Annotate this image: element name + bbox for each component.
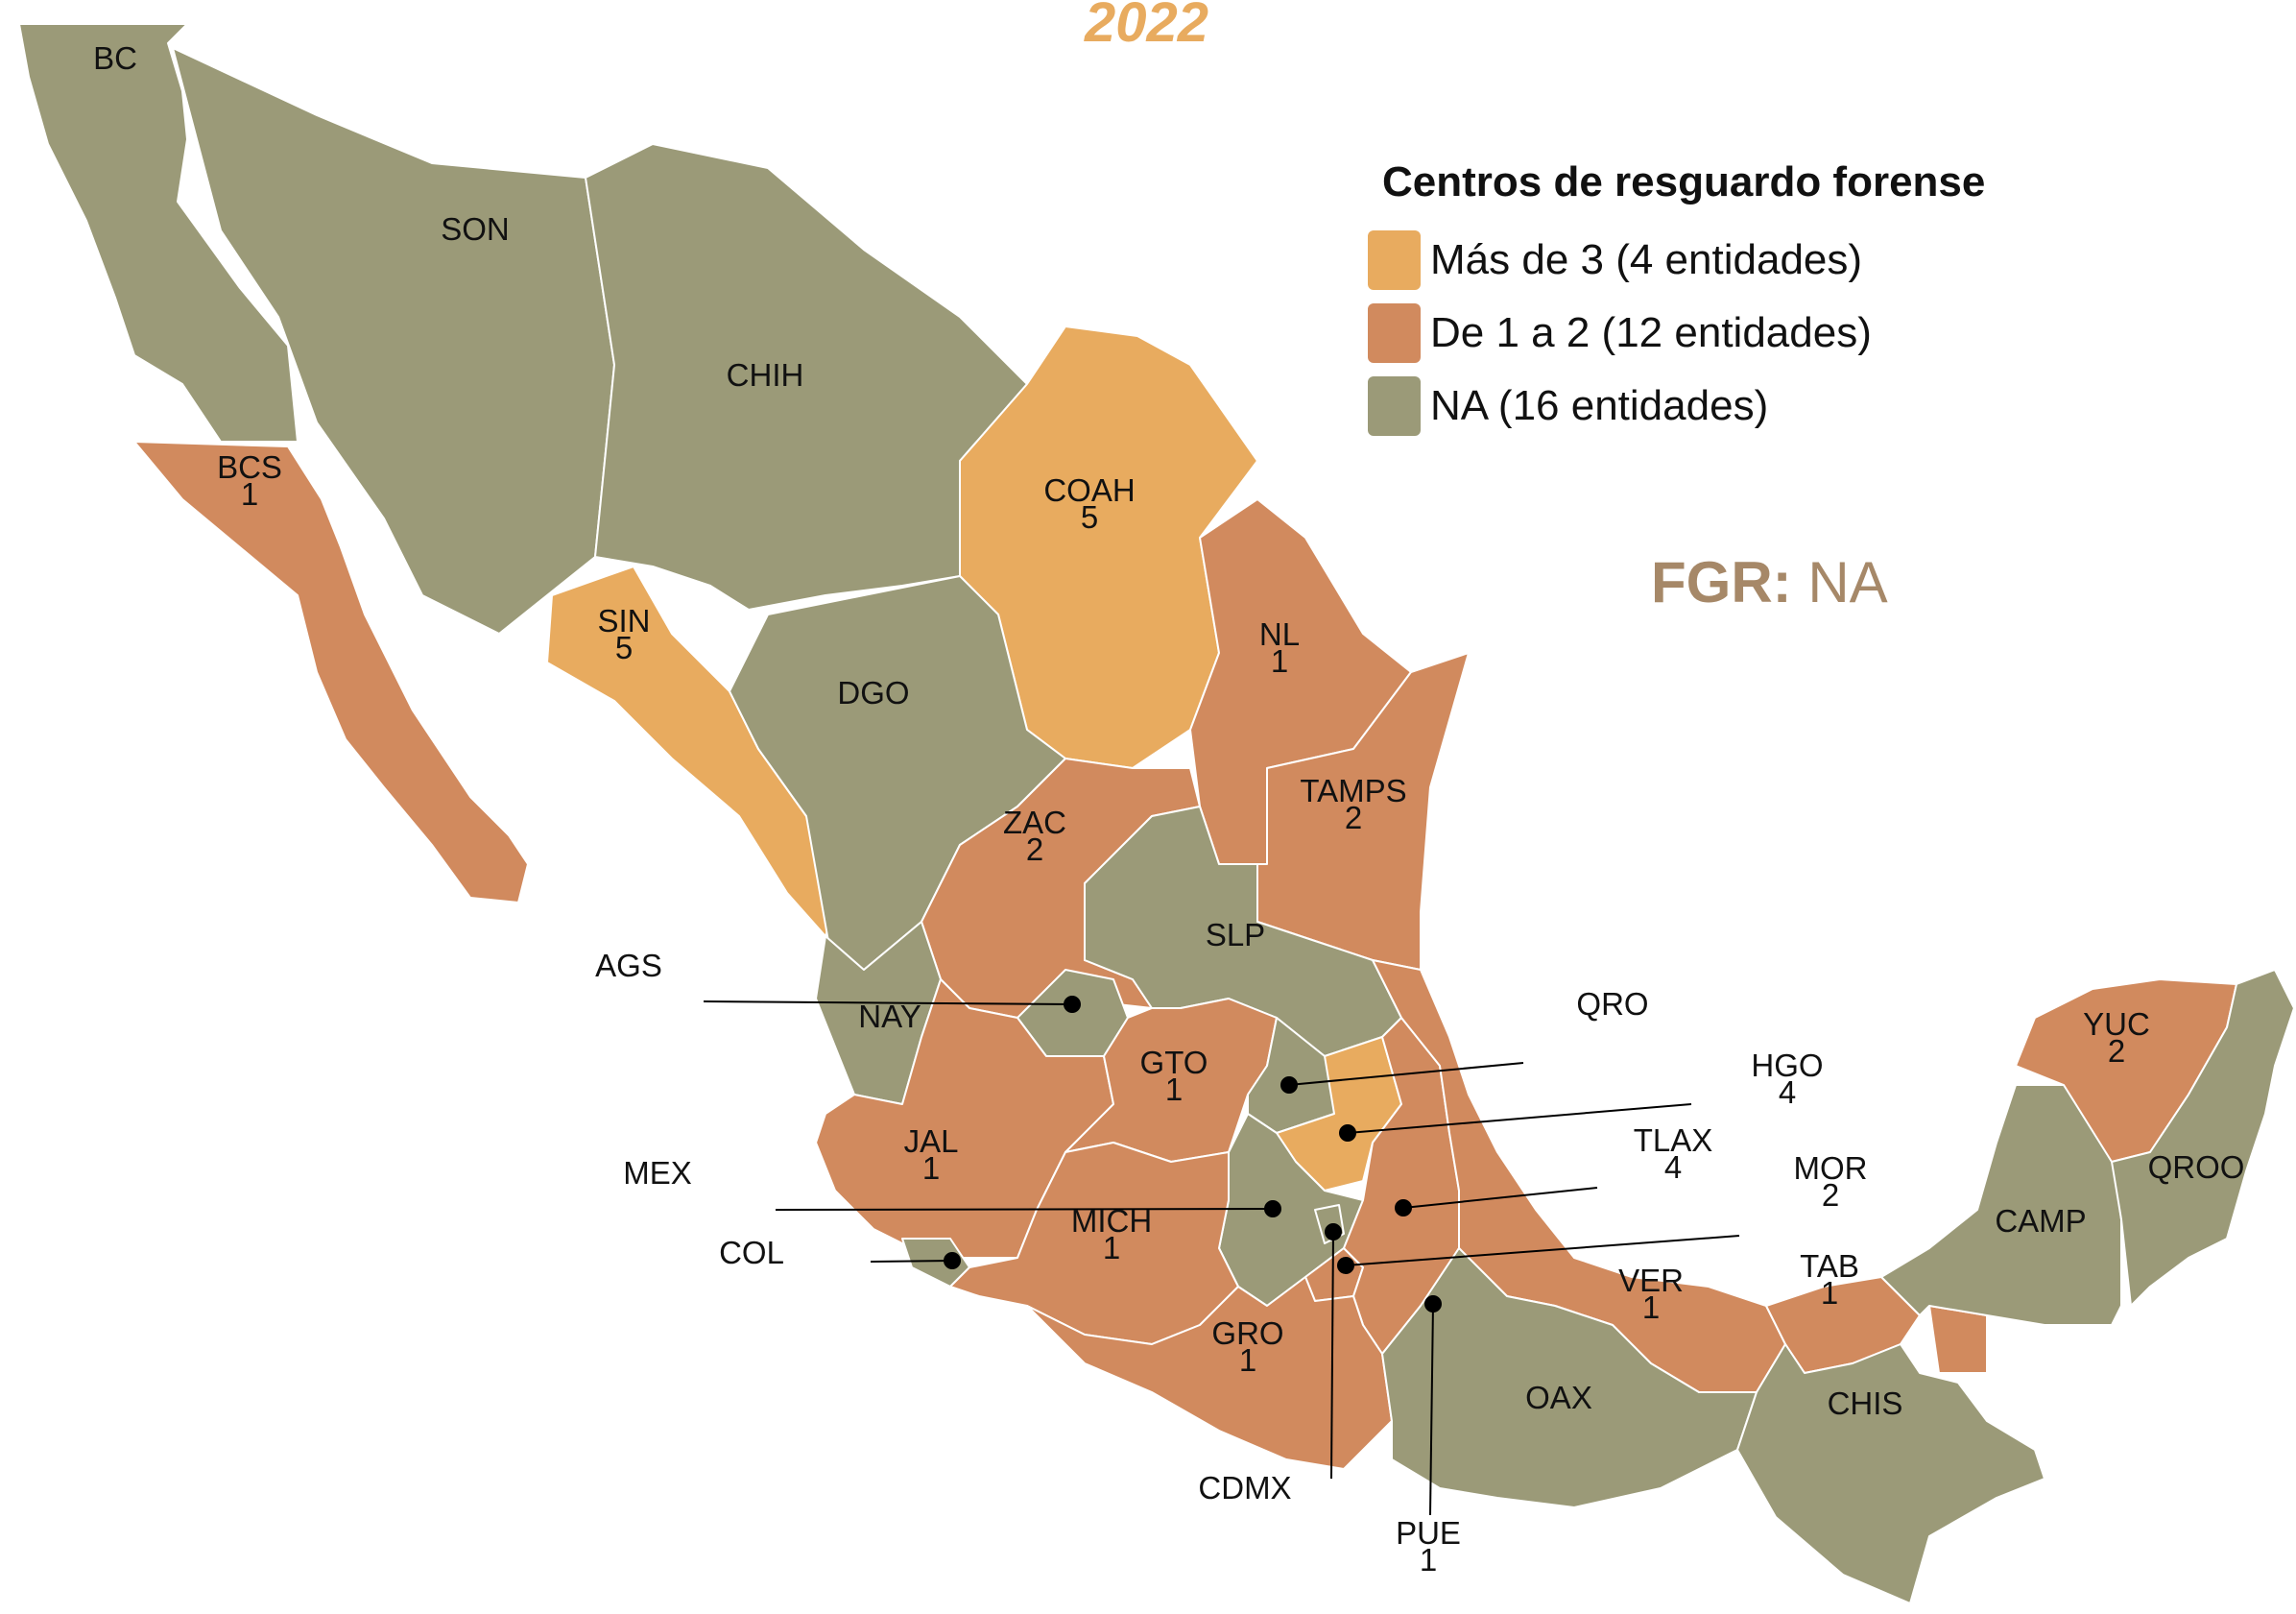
state-label-gto: GTO xyxy=(1140,1045,1208,1080)
state-count-ver: 1 xyxy=(1642,1289,1660,1325)
tlax-marker xyxy=(1395,1199,1412,1217)
state-bcs[interactable] xyxy=(133,441,529,903)
legend-label-high: Más de 3 (4 entidades) xyxy=(1430,236,1863,283)
state-label-tamps: TAMPS xyxy=(1300,773,1406,808)
legend-item-high: Más de 3 (4 entidades) xyxy=(1368,224,1985,297)
state-label-slp: SLP xyxy=(1206,917,1265,952)
state-count-pue: 1 xyxy=(1420,1542,1437,1578)
pue-marker xyxy=(1424,1295,1442,1313)
state-label-oax: OAX xyxy=(1525,1380,1592,1415)
legend-item-na: NA (16 entidades) xyxy=(1368,370,1985,443)
hgo-marker xyxy=(1339,1124,1356,1142)
state-label-qro: QRO xyxy=(1576,986,1648,1022)
state-label-tlax: TLAX xyxy=(1634,1122,1713,1158)
state-label-nl: NL xyxy=(1259,616,1300,652)
state-label-ver: VER xyxy=(1618,1263,1684,1298)
state-qroo[interactable] xyxy=(2111,969,2295,1307)
state-tab-east[interactable] xyxy=(1928,1305,1988,1374)
state-label-bcs: BCS xyxy=(217,449,282,485)
legend-swatch-high xyxy=(1368,230,1421,290)
state-count-mor: 2 xyxy=(1822,1177,1839,1213)
state-label-pue: PUE xyxy=(1396,1515,1461,1551)
state-label-gro: GRO xyxy=(1211,1315,1283,1351)
state-count-tlax: 4 xyxy=(1664,1149,1682,1185)
state-chis[interactable] xyxy=(1736,1343,2045,1604)
state-count-hgo: 4 xyxy=(1779,1074,1796,1110)
state-label-jal: JAL xyxy=(904,1123,959,1159)
state-count-sin: 5 xyxy=(615,630,633,665)
state-count-jal: 1 xyxy=(922,1150,940,1186)
fgr-value: NA xyxy=(1807,550,1888,614)
col-marker xyxy=(944,1252,961,1269)
callout-lines xyxy=(703,996,1740,1516)
state-label-cdmx: CDMX xyxy=(1198,1470,1291,1506)
state-count-mich: 1 xyxy=(1103,1230,1120,1265)
state-count-gto: 1 xyxy=(1165,1072,1183,1107)
state-labels: BCBCS1SONCHIHCOAH5SIN5DGONL1TAMPS2ZAC2SL… xyxy=(93,40,2244,1578)
state-label-mex: MEX xyxy=(623,1155,692,1191)
state-label-tab: TAB xyxy=(1800,1248,1859,1284)
state-count-bcs: 1 xyxy=(241,476,258,512)
state-label-ags: AGS xyxy=(595,948,662,983)
state-label-col: COL xyxy=(719,1235,784,1270)
state-label-son: SON xyxy=(441,211,510,247)
state-gro[interactable] xyxy=(1026,1276,1393,1470)
state-label-chih: CHIH xyxy=(727,357,804,393)
fgr-note: FGR: NA xyxy=(1651,549,1888,615)
ags-marker xyxy=(1064,996,1081,1013)
legend-item-mid: De 1 a 2 (12 entidades) xyxy=(1368,297,1985,370)
state-label-nay: NAY xyxy=(858,999,921,1034)
state-label-sin: SIN xyxy=(597,603,650,638)
state-count-tamps: 2 xyxy=(1345,800,1362,835)
legend-swatch-na xyxy=(1368,376,1421,436)
state-label-qroo: QROO xyxy=(2148,1149,2245,1185)
state-son[interactable] xyxy=(172,47,615,635)
state-count-tab: 1 xyxy=(1821,1275,1838,1311)
state-label-zac: ZAC xyxy=(1003,805,1066,840)
legend-label-na: NA (16 entidades) xyxy=(1430,382,1769,429)
legend-swatch-mid xyxy=(1368,303,1421,363)
state-count-gro: 1 xyxy=(1239,1342,1256,1378)
mor-marker xyxy=(1337,1257,1354,1274)
legend: Centros de resguardo forense Más de 3 (4… xyxy=(1368,158,1985,443)
cdmx-marker xyxy=(1325,1223,1342,1241)
state-label-dgo: DGO xyxy=(837,675,909,711)
state-label-chis: CHIS xyxy=(1828,1385,1903,1421)
state-label-hgo: HGO xyxy=(1751,1048,1823,1083)
state-bc[interactable] xyxy=(18,23,299,443)
state-label-bc: BC xyxy=(93,40,137,76)
state-label-mor: MOR xyxy=(1794,1150,1868,1186)
mex-marker xyxy=(1264,1200,1281,1217)
state-count-nl: 1 xyxy=(1271,643,1288,679)
state-count-coah: 5 xyxy=(1081,499,1098,535)
state-label-yuc: YUC xyxy=(2083,1006,2150,1042)
state-count-yuc: 2 xyxy=(2108,1033,2125,1069)
state-label-coah: COAH xyxy=(1043,472,1135,508)
state-label-camp: CAMP xyxy=(1995,1203,2086,1239)
legend-label-mid: De 1 a 2 (12 entidades) xyxy=(1430,309,1872,356)
legend-title: Centros de resguardo forense xyxy=(1382,158,1986,205)
map-year-title: 2022 xyxy=(1085,0,1209,54)
state-count-zac: 2 xyxy=(1026,831,1043,867)
fgr-label: FGR: xyxy=(1651,550,1792,614)
qro-marker xyxy=(1280,1076,1298,1094)
state-label-mich: MICH xyxy=(1071,1203,1152,1239)
